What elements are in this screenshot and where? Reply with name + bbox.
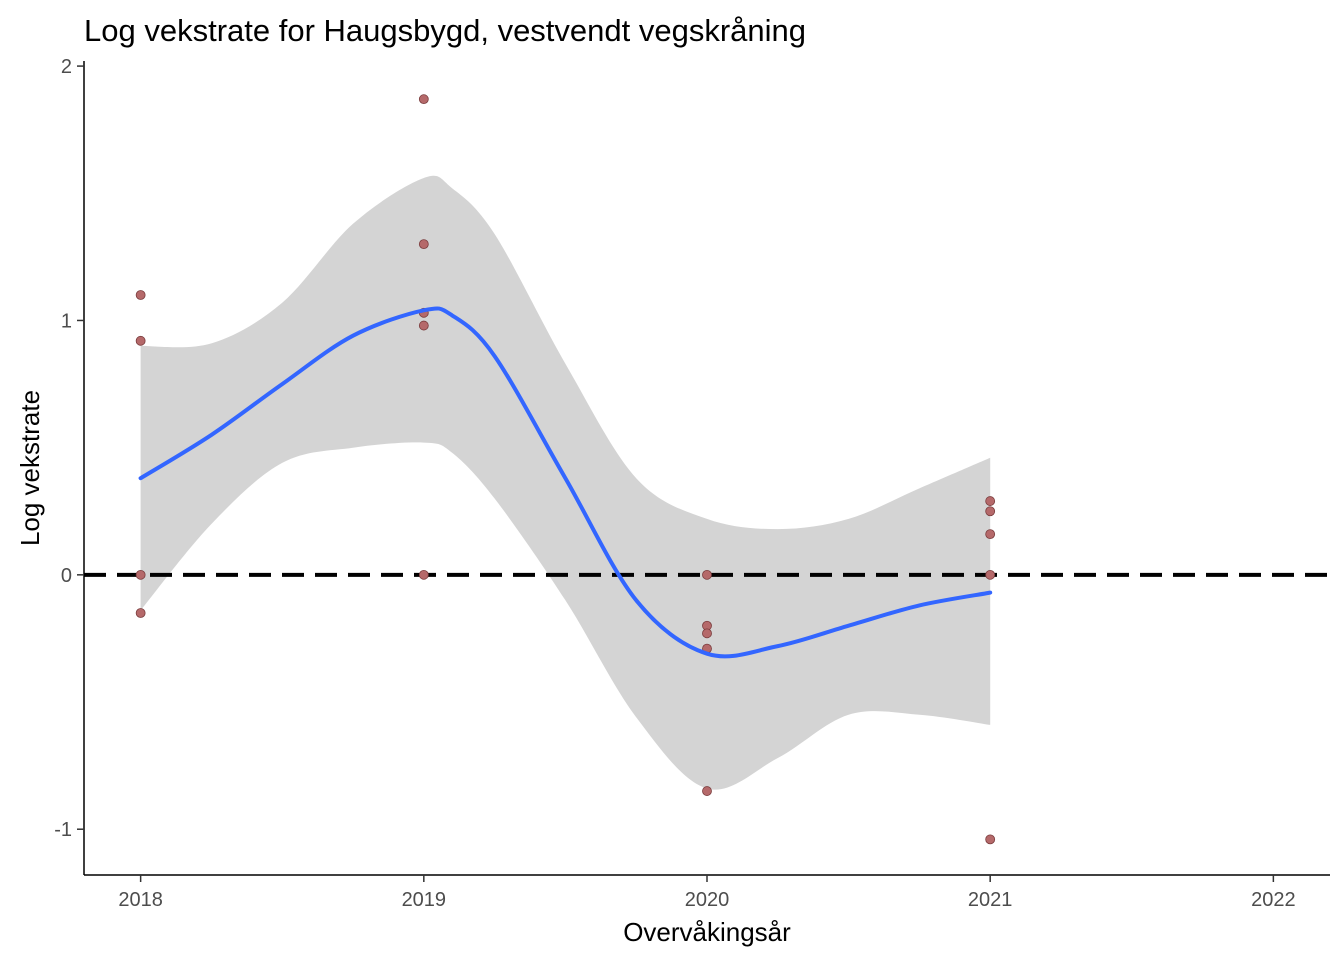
data-point: [985, 506, 996, 517]
data-point: [418, 320, 429, 331]
y-axis-title: Log vekstrate: [15, 390, 45, 546]
chart-title: Log vekstrate for Haugsbygd, vestvendt v…: [84, 13, 806, 48]
x-tick-label: 2020: [685, 889, 730, 911]
data-point: [985, 834, 996, 845]
x-tick-label: 2021: [968, 889, 1013, 911]
data-point: [418, 94, 429, 105]
data-point: [702, 786, 712, 796]
data-point: [135, 569, 146, 580]
data-point: [135, 335, 146, 346]
data-point: [702, 569, 712, 580]
data-point: [135, 290, 146, 300]
y-tick-label: 2: [61, 56, 72, 78]
x-tick-label: 2022: [1251, 889, 1296, 911]
confidence-band: [140, 175, 991, 790]
data-point: [135, 608, 146, 618]
data-point: [985, 496, 996, 506]
data-point: [702, 628, 712, 639]
data-point: [985, 529, 996, 540]
y-tick-label: 0: [61, 565, 72, 587]
plot-area: [84, 94, 1330, 845]
x-axis-title: Overvåkingsår: [623, 917, 791, 947]
x-tick-label: 2018: [118, 889, 163, 911]
x-tick-label: 2019: [402, 889, 447, 911]
data-point: [985, 569, 996, 580]
data-point: [418, 239, 429, 250]
smooth-fit-line: [138, 306, 993, 659]
y-tick-label: -1: [54, 819, 72, 841]
axes: 2018 2019 2020 2021 2022 -1 0 1 2: [54, 56, 1295, 911]
y-tick-label: 1: [61, 310, 72, 332]
data-point: [418, 569, 429, 580]
